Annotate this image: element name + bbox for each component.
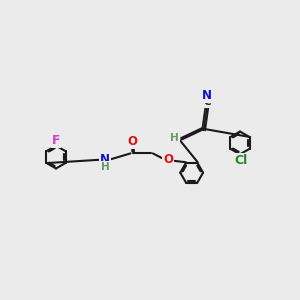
Text: Cl: Cl <box>234 154 248 167</box>
Text: C: C <box>203 97 211 107</box>
Text: H: H <box>101 161 110 172</box>
Text: O: O <box>163 153 173 167</box>
Text: F: F <box>52 134 60 147</box>
Text: H: H <box>170 134 179 143</box>
Text: O: O <box>128 135 138 148</box>
Text: N: N <box>202 89 212 102</box>
Text: N: N <box>100 153 110 167</box>
